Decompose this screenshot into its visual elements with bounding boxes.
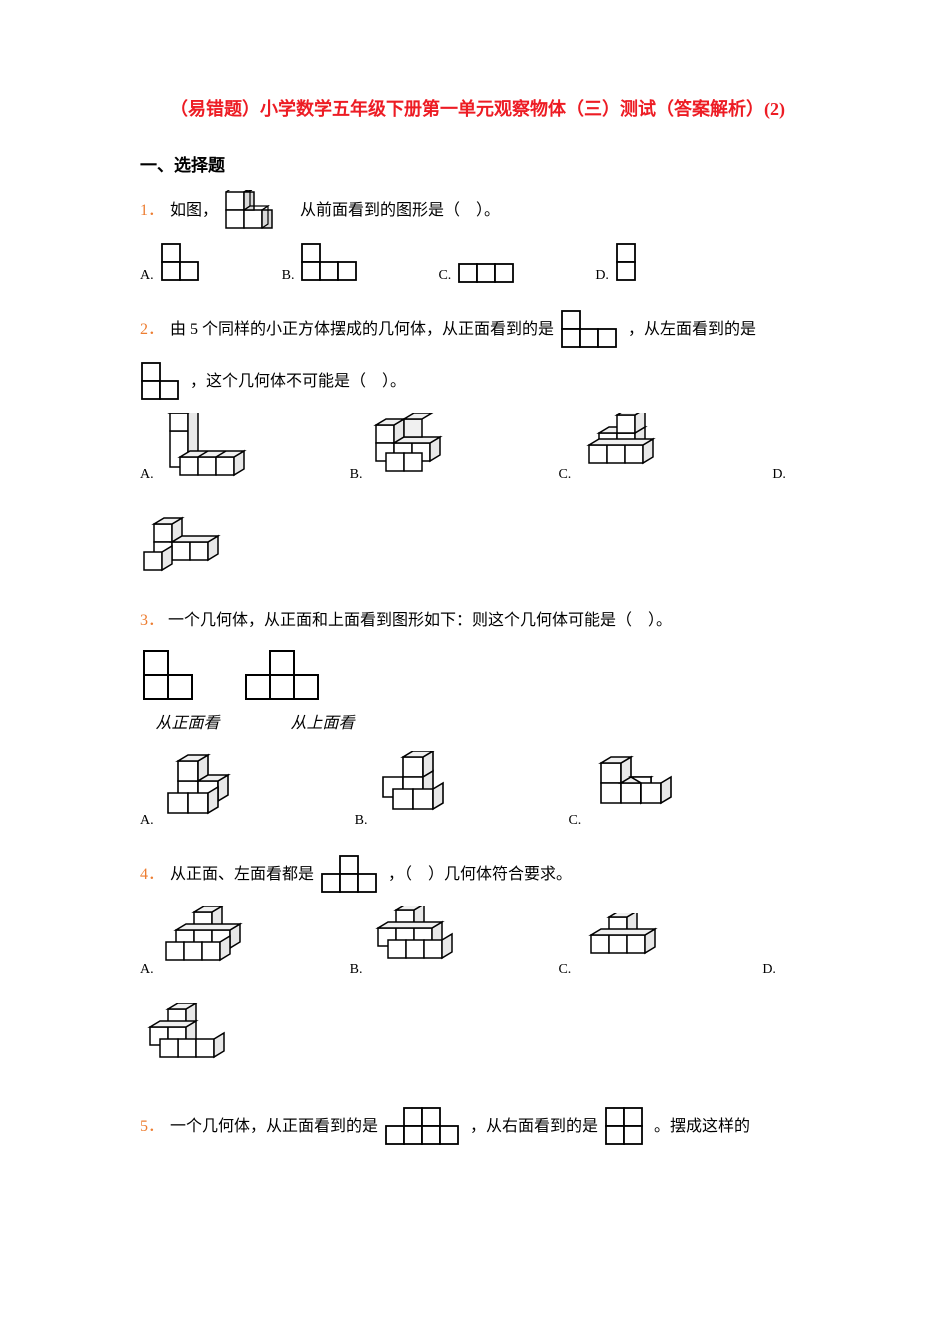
q3-opt-a: A. xyxy=(140,751,255,829)
q1-opt-a-label: A. xyxy=(140,268,154,284)
q2-opt-c: C. xyxy=(558,413,682,483)
q4-opt-d-figure xyxy=(140,1003,815,1081)
q2-opt-d: D. xyxy=(772,467,792,483)
q4-view-icon xyxy=(320,854,382,896)
q4-opt-d-icon xyxy=(140,1003,245,1081)
q3-views xyxy=(140,647,815,703)
q3-opt-c-icon xyxy=(587,751,692,829)
q1-options: A. B. C. D. xyxy=(140,242,815,284)
q1-opt-d-label: D. xyxy=(595,268,609,284)
q2-opt-b-label: B. xyxy=(350,467,363,483)
q1-opt-a: A. xyxy=(140,242,222,284)
q2-t3: ，这个几何体不可能是（ ）。 xyxy=(190,366,406,398)
question-2b: ，这个几何体不可能是（ ）。 xyxy=(140,361,815,403)
q1-figure-icon xyxy=(224,190,294,232)
question-5: 5． 一个几何体，从正面看到的是 ，从右面看到的是 。摆成这样的 xyxy=(140,1106,815,1148)
q3-opt-b-label: B. xyxy=(355,813,368,829)
q1-opt-d-icon xyxy=(615,242,637,284)
q3-front-view xyxy=(140,647,200,703)
q4-number: 4． xyxy=(140,859,164,891)
q1-post: 从前面看到的图形是（ ）。 xyxy=(300,195,500,227)
q2-t1: 由 5 个同样的小正方体摆成的几何体，从正面看到的是 xyxy=(170,314,554,346)
q4-opt-d: D. xyxy=(762,962,782,978)
q3-number: 3． xyxy=(140,612,164,629)
question-3: 3． 一个几何体，从正面和上面看到图形如下：则这个几何体可能是（ ）。 xyxy=(140,605,815,637)
q2-opt-d-icon xyxy=(140,508,250,580)
q2-opt-a-icon xyxy=(160,413,260,483)
q2-opt-b: B. xyxy=(350,413,469,483)
q4-opt-c: C. xyxy=(558,913,682,978)
q3-opt-a-label: A. xyxy=(140,813,154,829)
q4-opt-b-icon xyxy=(368,906,478,978)
q5-right-icon xyxy=(604,1106,648,1148)
page-title: （易错题）小学数学五年级下册第一单元观察物体（三）测试（答案解析）(2) xyxy=(140,95,815,121)
q2-opt-d-label: D. xyxy=(772,467,786,483)
q3-text: 一个几何体，从正面和上面看到图形如下：则这个几何体可能是（ ）。 xyxy=(168,612,672,629)
q1-opt-c: C. xyxy=(438,262,535,284)
q4-opt-d-label: D. xyxy=(762,962,776,978)
q2-opt-b-icon xyxy=(368,413,468,483)
q1-pre: 如图， xyxy=(170,195,218,227)
q2-opt-c-label: C. xyxy=(558,467,571,483)
q2-opt-d-figure xyxy=(140,508,815,580)
q1-opt-c-label: C. xyxy=(438,268,451,284)
question-2: 2． 由 5 个同样的小正方体摆成的几何体，从正面看到的是 ，从左面看到的是 xyxy=(140,309,815,351)
q3-top-icon xyxy=(240,647,324,703)
q4-opt-b-label: B. xyxy=(350,962,363,978)
q4-opt-a-icon xyxy=(160,906,270,978)
q2-t2: ，从左面看到的是 xyxy=(628,314,756,346)
q2-number: 2． xyxy=(140,314,164,346)
q4-opt-a-label: A. xyxy=(140,962,154,978)
q2-opt-a-label: A. xyxy=(140,467,154,483)
q3-cap2: 从上面看 xyxy=(275,709,370,733)
q4-opt-c-icon xyxy=(577,913,682,978)
q3-opt-b: B. xyxy=(355,751,469,829)
q3-opt-a-icon xyxy=(160,751,255,829)
q1-opt-a-icon xyxy=(160,242,222,284)
q3-opt-c-label: C. xyxy=(568,813,581,829)
q3-options: A. B. C. xyxy=(140,751,815,829)
section-1-header: 一、选择题 xyxy=(140,151,815,176)
q3-front-icon xyxy=(140,647,200,703)
q3-opt-c: C. xyxy=(568,751,692,829)
q2-opt-a: A. xyxy=(140,413,260,483)
q3-cap1: 从正面看 xyxy=(140,709,235,733)
q1-opt-b-icon xyxy=(300,242,378,284)
q1-opt-c-icon xyxy=(457,262,535,284)
q1-opt-b-label: B. xyxy=(282,268,295,284)
q1-number: 1． xyxy=(140,195,164,227)
q3-top-view xyxy=(240,647,324,703)
q5-front-icon xyxy=(384,1106,464,1148)
q4-opt-a: A. xyxy=(140,906,270,978)
q5-t3: 。摆成这样的 xyxy=(654,1111,750,1143)
q5-t2: ，从右面看到的是 xyxy=(470,1111,598,1143)
q4-opt-b: B. xyxy=(350,906,479,978)
q4-t1: 从正面、左面看都是 xyxy=(170,859,314,891)
q5-number: 5． xyxy=(140,1111,164,1143)
q4-options: A. B. C. xyxy=(140,906,815,978)
q1-opt-d: D. xyxy=(595,242,637,284)
q5-t1: 一个几何体，从正面看到的是 xyxy=(170,1111,378,1143)
q2-front-view-icon xyxy=(560,309,622,351)
q1-opt-b: B. xyxy=(282,242,379,284)
q3-captions: 从正面看 从上面看 xyxy=(140,709,815,733)
q4-t2: ，（ ）几何体符合要求。 xyxy=(388,859,572,891)
q3-opt-b-icon xyxy=(373,751,468,829)
q4-opt-c-label: C. xyxy=(558,962,571,978)
question-1: 1． 如图， 从前面看到的图形是（ ）。 xyxy=(140,190,815,232)
q2-options: A. B. C. xyxy=(140,413,815,483)
q2-left-view-icon xyxy=(140,361,184,403)
q2-opt-c-icon xyxy=(577,413,682,483)
question-4: 4． 从正面、左面看都是 ，（ ）几何体符合要求。 xyxy=(140,854,815,896)
